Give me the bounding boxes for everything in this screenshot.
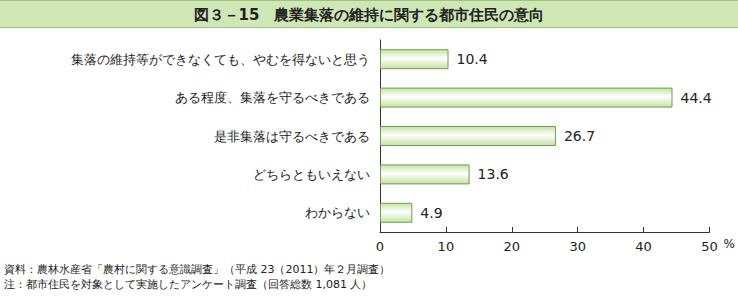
svg-text:10.4: 10.4 — [457, 51, 488, 67]
svg-text:集落の維持等ができなくても、やむを得ないと思う: 集落の維持等ができなくても、やむを得ないと思う — [71, 52, 370, 67]
svg-text:ある程度、集落を守るべきである: ある程度、集落を守るべきである — [175, 90, 370, 105]
svg-text:是非集落は守るべきである: 是非集落は守るべきである — [214, 129, 370, 144]
svg-text:13.6: 13.6 — [478, 166, 509, 182]
svg-text:26.7: 26.7 — [564, 128, 595, 144]
html-text:資料：農林水産省「農村に関する意識調査」（平成 23（201: 資料：農林水産省「農村に関する意識調査」（平成 23（2011）年２月調査） — [4, 263, 391, 276]
svg-text:30: 30 — [569, 239, 586, 254]
html-text:図３－15 農業集落の維持に関する都市住民の意向: 図３－15 農業集落の維持に関する都市住民の意向 — [193, 6, 545, 24]
svg-text:44.4: 44.4 — [681, 90, 712, 106]
svg-text:40: 40 — [635, 239, 652, 254]
svg-text:4.9: 4.9 — [420, 205, 442, 221]
svg-text:わからない: わからない — [305, 205, 370, 220]
svg-text:%: % — [724, 237, 735, 251]
svg-text:どちらともいえない: どちらともいえない — [253, 167, 370, 182]
svg-text:10: 10 — [438, 239, 455, 254]
svg-text:0: 0 — [376, 239, 384, 254]
svg-text:20: 20 — [503, 239, 520, 254]
html-text:注：都市住民を対象として実施したアンケート調査（回答総数 1: 注：都市住民を対象として実施したアンケート調査（回答総数 1,081 人） — [4, 278, 373, 291]
svg-text:50: 50 — [701, 239, 718, 254]
